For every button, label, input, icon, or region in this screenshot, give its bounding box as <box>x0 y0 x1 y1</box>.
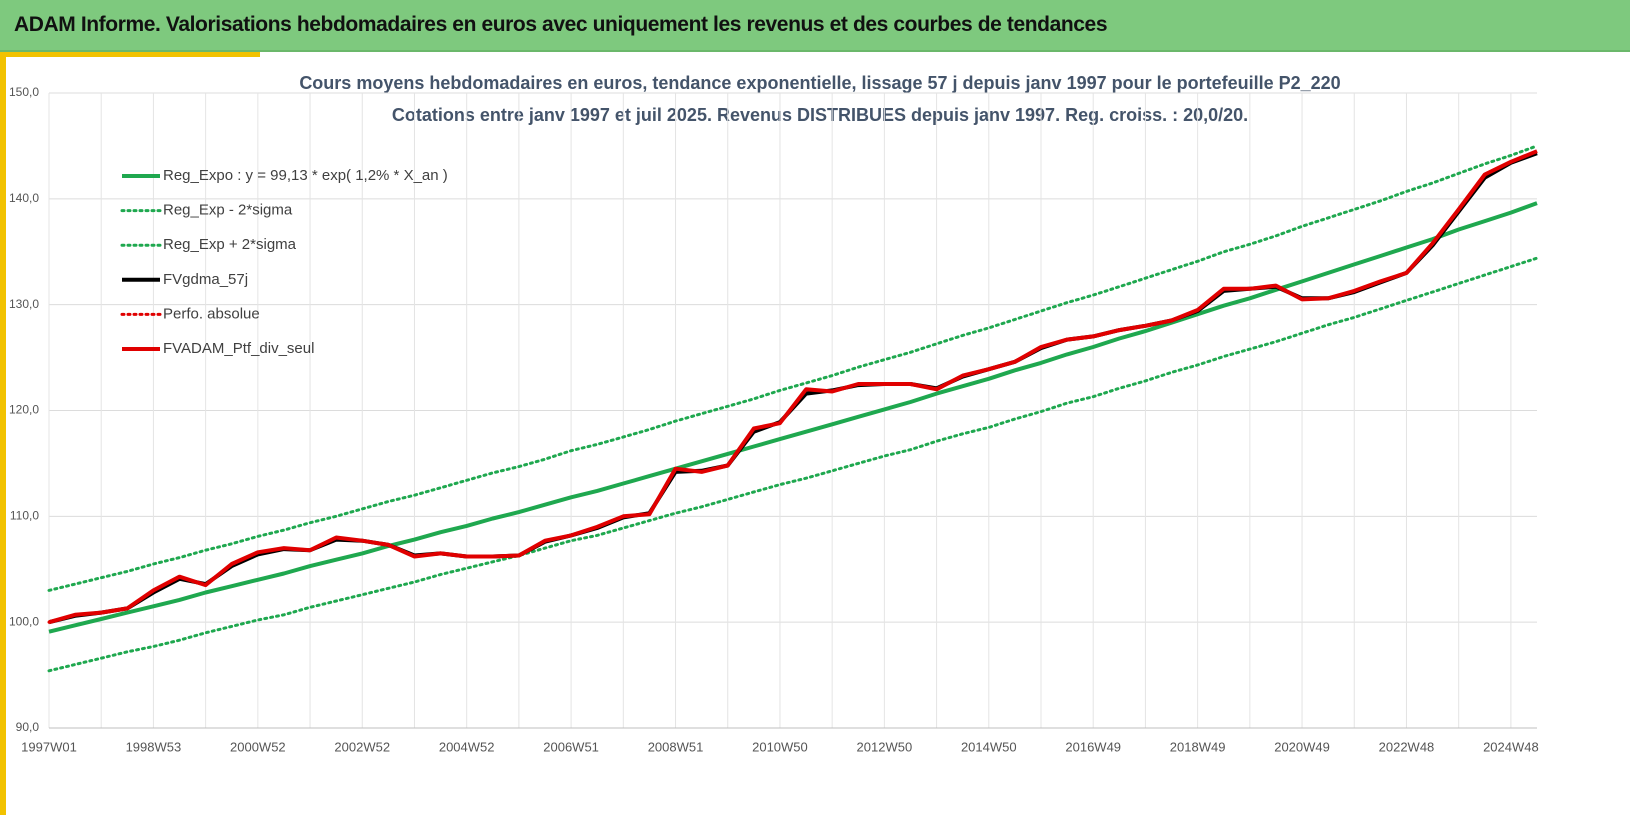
x-tick-label: 2020W49 <box>1274 739 1330 754</box>
x-tick-label: 1997W01 <box>21 739 77 754</box>
x-tick-label: 2002W52 <box>334 739 390 754</box>
header-title: ADAM Informe. Valorisations hebdomadaire… <box>14 13 1108 36</box>
x-tick-label: 2022W48 <box>1379 739 1435 754</box>
series-line <box>47 256 1539 673</box>
y-tick-label: 140,0 <box>9 191 39 205</box>
legend-label: Reg_Exp - 2*sigma <box>163 202 293 219</box>
accent <box>0 52 260 57</box>
legend-label: Reg_Exp + 2*sigma <box>163 236 297 253</box>
y-tick-label: 110,0 <box>10 509 39 523</box>
x-tick-label: 2008W51 <box>648 739 704 754</box>
y-tick-label: 130,0 <box>9 297 39 311</box>
y-tick-label: 150,0 <box>9 85 39 99</box>
x-tick-label: 2000W52 <box>230 739 286 754</box>
chart-title: Cours moyens hebdomadaires en euros, ten… <box>299 73 1340 93</box>
x-tick-label: 2006W51 <box>543 739 599 754</box>
chart-subtitle: Cotations entre janv 1997 et juil 2025. … <box>392 105 1248 125</box>
legend-label: FVgdma_57j <box>163 271 248 288</box>
series-line <box>48 149 1538 625</box>
x-tick-label: 2018W49 <box>1170 739 1226 754</box>
series-line <box>48 201 1538 634</box>
legend-label: Perfo. absolue <box>163 305 260 322</box>
x-tick-label: 2012W50 <box>857 739 913 754</box>
legend-label: FVADAM_Ptf_div_seul <box>163 340 314 357</box>
y-tick-label: 120,0 <box>9 403 39 417</box>
x-tick-label: 2004W52 <box>439 739 495 754</box>
y-tick-label: 100,0 <box>9 614 39 628</box>
x-tick-label: 1998W53 <box>126 739 182 754</box>
header: ADAM Informe. Valorisations hebdomadaire… <box>0 0 1630 52</box>
legend-label: Reg_Expo : y = 99,13 * exp( 1,2% * X_an … <box>163 167 448 184</box>
x-tick-label: 2024W48 <box>1483 739 1539 754</box>
x-tick-label: 2010W50 <box>752 739 808 754</box>
x-tick-label: 2014W50 <box>961 739 1017 754</box>
accent <box>0 52 6 815</box>
series-line <box>47 144 1539 592</box>
x-tick-label: 2016W49 <box>1065 739 1121 754</box>
y-tick-label: 90,0 <box>16 720 40 734</box>
